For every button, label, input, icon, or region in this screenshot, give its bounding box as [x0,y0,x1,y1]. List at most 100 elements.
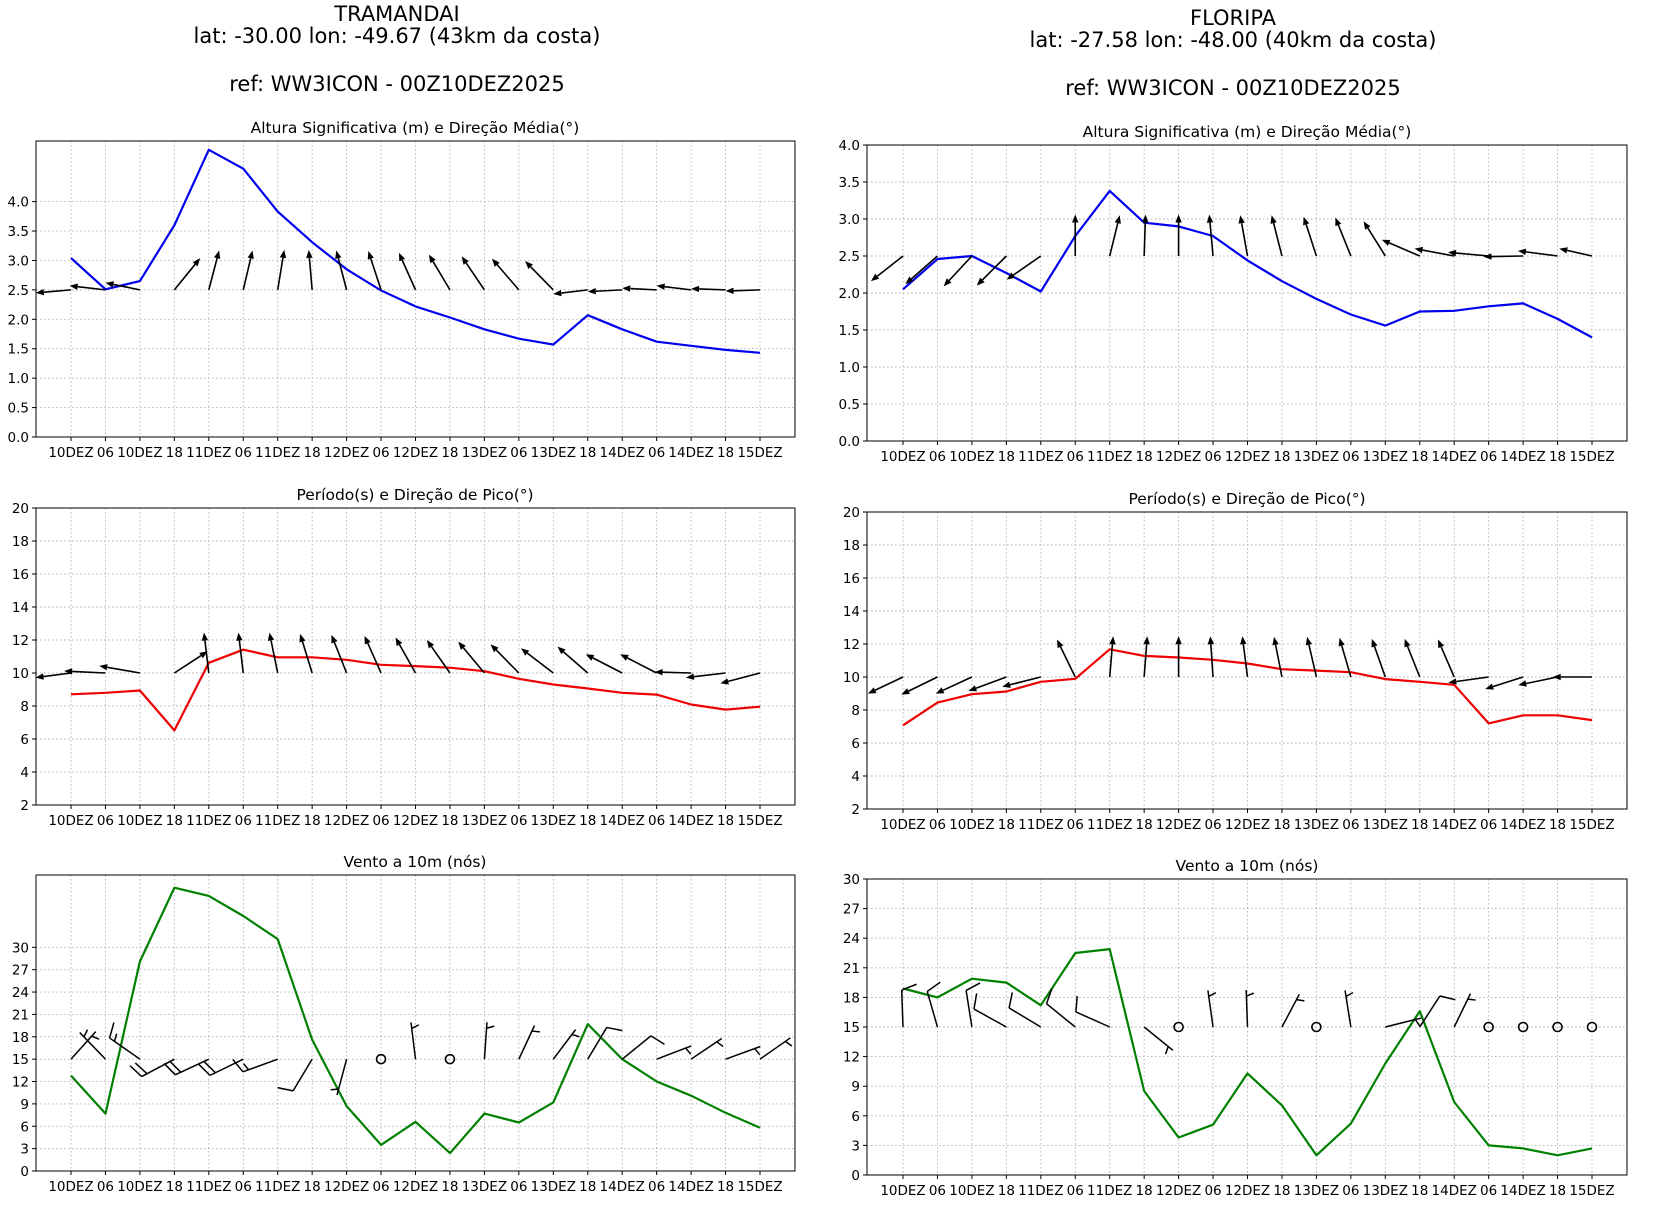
barb-staff [690,1037,723,1060]
y-tick-label: 27 [843,902,860,918]
direction-arrow [1438,639,1455,678]
barb-staff [973,1008,1007,1028]
x-tick-label: 11DEZ [1018,449,1063,465]
barb-feather [1008,992,1014,1009]
x-tick-label: 13DEZ [531,445,576,461]
x-tick-label: 06 [1480,1183,1497,1199]
arrow-head [1270,215,1277,224]
x-tick-label: 10DEZ [880,449,925,465]
y-tick-label: 6 [851,1109,860,1125]
y-tick-label: 16 [12,567,29,583]
y-tick-label: 1.0 [839,360,860,376]
arrow-head [428,254,436,264]
arrow-head [426,640,435,649]
x-tick-label: 12DEZ [324,445,369,461]
direction-arrow [236,632,245,674]
x-tick-label: 14DEZ [600,1179,645,1195]
barb-staff [1008,1007,1042,1028]
arrow-head [1240,636,1247,645]
barb-feather [1439,995,1456,1001]
x-tick-label: 11DEZ [1087,449,1132,465]
plot-area [36,148,761,354]
wind-barb [690,1037,724,1060]
direction-arrow [1404,638,1421,678]
x-tick-label: 06 [929,817,946,833]
wind-barb [1045,988,1076,1028]
x-tick-label: 06 [1480,817,1497,833]
x-tick-label: 11DEZ [1018,817,1063,833]
x-tick-label: 13DEZ [1294,1183,1339,1199]
y-tick-label: 2.0 [8,312,29,328]
calm-circle [375,1053,387,1065]
y-tick-label: 12 [12,1075,29,1091]
barb-feather [606,1026,623,1032]
direction-arrow [1108,636,1116,678]
y-tick-label: 4 [851,769,860,785]
arrow-head [557,646,566,655]
x-tick-label: 13DEZ [1363,817,1408,833]
barb-feather [203,1061,216,1074]
x-tick-label: 18 [1411,817,1428,833]
calm-circle [444,1053,456,1065]
x-tick-label: 06 [1342,817,1359,833]
direction-arrow [306,249,313,290]
direction-arrow [1072,214,1079,256]
chart-title: Período(s) e Direção de Pico(°) [1128,490,1365,508]
arrow-head [720,678,729,685]
arrow-head [553,289,562,297]
arrow-head [1404,638,1411,648]
plot-area [870,189,1593,339]
station-coords: lat: -27.58 lon: -48.00 (40km da costa) [1030,28,1437,52]
barb-staff [141,1058,175,1078]
direction-arrow [1108,215,1121,257]
arrow-head [935,687,945,694]
direction-arrow [1206,214,1214,257]
direction-arrow [1175,636,1182,677]
arrow-head [1206,214,1214,223]
x-tick-label: 13DEZ [462,813,507,829]
barb-staff [174,1058,210,1076]
y-tick-label: 30 [843,872,860,888]
x-tick-label: 18 [304,813,321,829]
barb-staff [926,991,939,1028]
wind-barb [1075,996,1111,1028]
barb-staff [518,1025,536,1060]
direction-arrow [1381,239,1421,257]
x-tick-label: 14DEZ [600,813,645,829]
x-tick-label: 14DEZ [1432,1183,1477,1199]
x-tick-label: 11DEZ [1087,1183,1132,1199]
x-tick-label: 10DEZ [48,813,93,829]
barb-staff [242,1058,278,1073]
x-tick-label: 12DEZ [1156,1183,1201,1199]
arrow-head [1485,683,1494,690]
direction-arrow [105,281,141,291]
barb-feather [531,1030,540,1033]
plot-area [36,632,761,732]
arrow-head [1381,239,1391,246]
y-tick-label: 18 [843,990,860,1006]
x-tick-label: 15DEZ [1569,1183,1614,1199]
direction-arrow [691,285,726,293]
arrow-head [1303,216,1310,226]
barb-staff [1075,1011,1111,1028]
x-tick-label: 14DEZ [600,445,645,461]
arrow-head [525,261,533,270]
wind-barb [108,1022,141,1060]
direction-arrow [1142,214,1149,257]
arrow-head [331,634,338,644]
barb-staff [1207,990,1214,1028]
barb-staff [79,1032,106,1060]
direction-arrow [99,664,141,674]
x-tick-label: 12DEZ [393,1179,438,1195]
wind-barb [1453,993,1476,1028]
arrow-head [1447,249,1457,257]
x-tick-label: 06 [1342,449,1359,465]
direction-arrow [1371,638,1387,678]
y-tick-label: 4 [20,765,29,781]
arrow-head [36,673,44,680]
arrow-head [943,278,952,287]
barb-staff [209,1058,244,1077]
arrow-head [1371,638,1378,648]
direction-arrow [173,258,201,291]
x-tick-label: 18 [998,817,1015,833]
